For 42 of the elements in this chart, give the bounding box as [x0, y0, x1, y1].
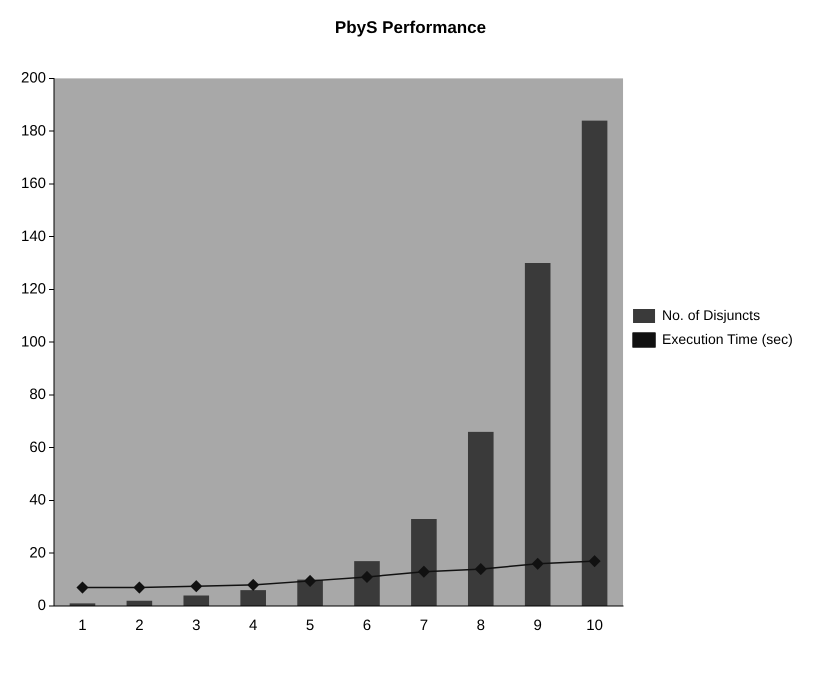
- x-tick-label: 9: [534, 617, 542, 634]
- y-tick-label: 140: [20, 228, 46, 245]
- bar: [411, 518, 437, 606]
- x-tick-label: 2: [135, 617, 144, 634]
- y-tick-label: 60: [29, 438, 46, 456]
- y-tick-label: 100: [20, 333, 46, 350]
- point: [475, 563, 487, 575]
- x-tick-label: 7: [420, 617, 428, 634]
- point: [304, 575, 316, 587]
- y-tick-label: 160: [20, 175, 46, 192]
- y-tick-label: 180: [20, 122, 46, 140]
- bar: [468, 432, 494, 606]
- y-tick-label: 120: [20, 280, 46, 298]
- x-tick-label: 1: [78, 617, 87, 634]
- x-tick-label: 6: [362, 617, 372, 634]
- bar: [354, 561, 380, 606]
- legend-label: No. of Disjuncts: [662, 306, 760, 323]
- point: [532, 558, 544, 570]
- point: [361, 571, 373, 583]
- x-tick-label: 10: [586, 617, 603, 634]
- point: [134, 582, 146, 594]
- point: [418, 566, 430, 578]
- bar: [582, 120, 608, 606]
- chart-title: PbyS Performance: [334, 18, 486, 37]
- bar: [183, 595, 210, 606]
- y-tick-label: 200: [20, 70, 46, 87]
- x-tick-label: 4: [249, 617, 258, 634]
- x-tick-label: 5: [306, 617, 314, 634]
- point: [247, 579, 259, 591]
- bar: [240, 590, 266, 606]
- x-tick-label: 8: [476, 617, 485, 634]
- x-tick-label: 3: [192, 617, 200, 634]
- bar: [524, 263, 550, 606]
- y-tick-label: 40: [29, 492, 46, 509]
- legend-label: Execution Time (sec): [662, 330, 793, 347]
- point: [76, 582, 88, 594]
- y-tick-label: 0: [38, 597, 46, 614]
- point: [588, 555, 600, 567]
- point: [190, 580, 202, 592]
- y-tick-label: 80: [29, 386, 46, 404]
- y-tick-label: 20: [29, 544, 46, 562]
- bar: [126, 600, 152, 606]
